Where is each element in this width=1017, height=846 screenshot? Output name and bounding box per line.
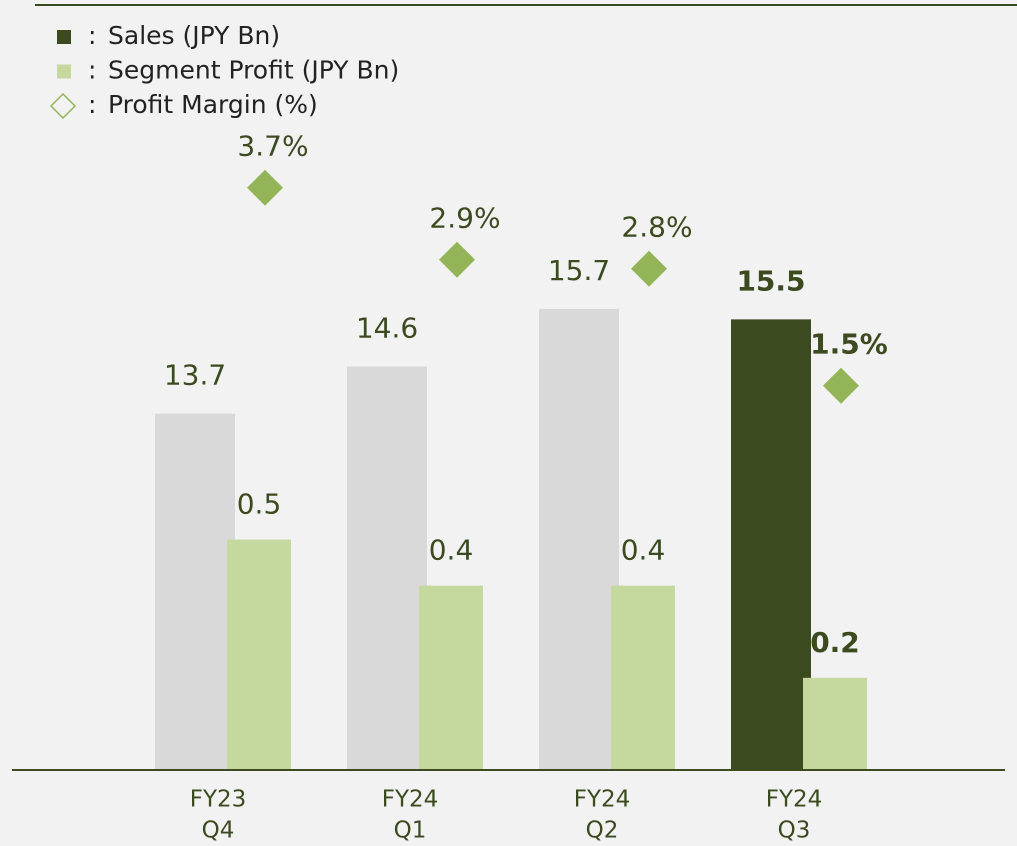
legend-separator: : <box>88 90 96 119</box>
data-label: 15.7 <box>548 254 610 287</box>
data-label: 0.5 <box>237 488 282 521</box>
x-tick-label: FY24 <box>574 787 631 813</box>
margin-marker <box>439 241 475 278</box>
sales-bar <box>539 308 619 770</box>
profit-bar <box>227 539 291 770</box>
plot-area: FY23 Q4 FY24 Q1 FY24 Q2 FY24 Q3 13.7 14.6 15.7 15.5… <box>155 130 888 844</box>
margin-marker <box>247 169 283 206</box>
margin-marker <box>823 367 859 404</box>
profit-bar <box>803 677 867 770</box>
x-tick-label: Q2 <box>586 818 619 844</box>
data-label: 13.7 <box>164 359 226 392</box>
sales-bar <box>347 366 427 770</box>
legend-separator: : <box>88 56 96 85</box>
data-label: 1.5% <box>810 328 888 361</box>
sales-bar <box>155 413 235 770</box>
data-label: 15.5 <box>736 264 805 297</box>
x-tick-label: FY23 <box>190 787 247 813</box>
legend-label: Segment Profit (JPY Bn) <box>108 56 399 85</box>
data-label: 0.4 <box>621 534 666 567</box>
x-tick-label: Q3 <box>778 818 811 844</box>
profit-bar <box>611 585 675 770</box>
legend-label: Profit Margin (%) <box>108 90 318 119</box>
data-label: 0.4 <box>429 534 474 567</box>
sales-bar <box>731 319 811 770</box>
data-label: 3.7% <box>237 130 308 163</box>
legend-marker <box>57 64 71 79</box>
x-tick-label: Q4 <box>202 818 235 844</box>
data-label: 14.6 <box>356 312 418 345</box>
data-label: 2.9% <box>429 202 500 235</box>
x-tick-label: Q1 <box>394 818 427 844</box>
margin-marker <box>631 250 667 287</box>
legend-label: Sales (JPY Bn) <box>108 21 280 50</box>
legend-marker <box>49 92 77 120</box>
data-label: 2.8% <box>621 211 692 244</box>
profit-bar <box>419 585 483 770</box>
legend-marker <box>57 30 71 44</box>
data-label: 0.2 <box>810 626 860 659</box>
legend-separator: : <box>88 21 96 50</box>
x-tick-label: FY24 <box>382 787 439 813</box>
x-tick-label: FY24 <box>766 787 823 813</box>
